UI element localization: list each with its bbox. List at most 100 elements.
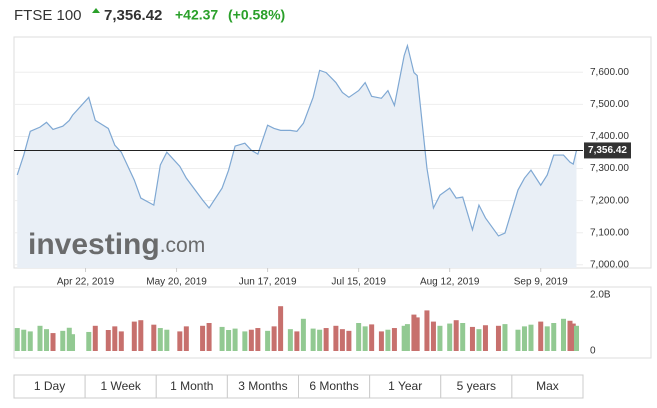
x-tick-label: May 20, 2019 [146, 277, 207, 288]
x-tick-label: Sep 9, 2019 [514, 277, 568, 288]
volume-bar [183, 326, 189, 351]
volume-bar [515, 329, 521, 351]
price-line [16, 43, 578, 237]
range-button-label[interactable]: 3 Months [238, 379, 287, 393]
volume-bar [356, 323, 362, 351]
range-button-label[interactable]: 1 Day [34, 379, 65, 393]
range-button-label[interactable]: 6 Months [309, 379, 358, 393]
index-name: FTSE 100 [14, 7, 82, 24]
volume-bar [112, 326, 118, 351]
volume-bar [460, 323, 466, 351]
volume-bar [310, 328, 316, 351]
volume-bar [248, 329, 254, 351]
volume-tick-label: 2.0B [590, 290, 611, 301]
range-button[interactable] [511, 374, 584, 399]
volume-bar [570, 323, 576, 351]
area-fill [17, 45, 577, 268]
volume-bar [317, 329, 323, 351]
volume-bar [138, 320, 144, 351]
volume-bar [271, 326, 277, 351]
volume-bar [424, 310, 430, 351]
volume-bar [44, 329, 50, 351]
up-arrow [92, 8, 100, 13]
volume-bar [294, 331, 300, 351]
volume-bar [502, 324, 508, 351]
volume-bar [391, 328, 397, 351]
volume-bar [242, 331, 248, 351]
volume-bar [200, 325, 206, 351]
volume-bar [287, 329, 293, 351]
watermark-main: investing [28, 228, 160, 261]
x-tick-label: Aug 12, 2019 [420, 277, 480, 288]
volume-bar [567, 320, 573, 351]
volume-bar [437, 325, 443, 351]
range-button-label[interactable]: Max [536, 379, 559, 393]
range-button-label[interactable]: 1 Year [388, 379, 422, 393]
volume-bar [378, 331, 384, 351]
volume-bar [362, 326, 368, 351]
x-tick-label: Jun 17, 2019 [239, 277, 297, 288]
volume-bar [430, 321, 436, 351]
x-tick-label: Jul 15, 2019 [331, 277, 386, 288]
volume-bar [544, 326, 550, 351]
volume-bar [265, 330, 271, 351]
volume-bar [404, 324, 410, 351]
volume-bar [495, 325, 501, 351]
change-percent: (+0.58%) [228, 7, 285, 23]
volume-bar [105, 330, 111, 351]
range-button-label[interactable]: 1 Week [100, 379, 141, 393]
y-tick-label: 7,600.00 [590, 67, 629, 78]
volume-bar [21, 329, 27, 351]
change: +42.37 [175, 7, 218, 23]
y-tick-label: 7,100.00 [590, 227, 629, 238]
volume-bar [401, 325, 407, 351]
volume-bar [66, 327, 72, 351]
volume-bar [60, 330, 66, 351]
volume-bar [131, 321, 137, 351]
volume-bar [339, 329, 345, 351]
volume-bar [385, 329, 391, 351]
y-tick-label: 7,200.00 [590, 195, 629, 206]
volume-bar [86, 331, 92, 351]
volume-bar [551, 323, 557, 351]
y-tick-label: 7,300.00 [590, 163, 629, 174]
volume-bar [453, 320, 459, 351]
volume-bar [92, 325, 98, 351]
volume-bar [255, 328, 261, 351]
volume-bar [538, 321, 544, 351]
volume-bar [177, 331, 183, 351]
volume-bar [300, 318, 306, 351]
volume-bar [346, 330, 352, 351]
volume-bar [151, 324, 157, 351]
volume-bar [164, 329, 170, 351]
watermark: investing.com [28, 228, 205, 261]
y-tick-label: 7,000.00 [590, 259, 629, 270]
volume-bar [14, 328, 20, 351]
price: 7,356.42 [104, 7, 162, 24]
range-buttons: 1 Day 1 Week 1 Month 3 Months 6 Months 1 Year… [13, 374, 584, 399]
volume-bar [528, 324, 534, 351]
volume-bar [226, 330, 232, 351]
volume-bar [70, 334, 76, 351]
volume-bar [232, 328, 238, 351]
y-tick-label: 7,400.00 [590, 131, 629, 142]
volume-bar [323, 328, 329, 351]
volume-bar [369, 324, 375, 351]
volume-bar [206, 323, 212, 351]
volume-bar [278, 306, 284, 351]
volume-bar [411, 314, 417, 351]
last-price-label: 7,356.42 [588, 145, 627, 156]
volume-bar [476, 329, 482, 351]
volume-tick-label: 0 [590, 346, 596, 357]
volume-bar [560, 318, 566, 351]
volume-bar [50, 333, 56, 351]
volume-bar [27, 331, 33, 351]
volume-bar [414, 317, 420, 351]
volume-bar [573, 325, 579, 351]
range-button-label[interactable]: 5 years [457, 379, 496, 393]
volume-bar [37, 325, 43, 351]
volume-bar [447, 323, 453, 351]
last-price-box [584, 142, 631, 159]
range-button-label[interactable]: 1 Month [170, 379, 213, 393]
